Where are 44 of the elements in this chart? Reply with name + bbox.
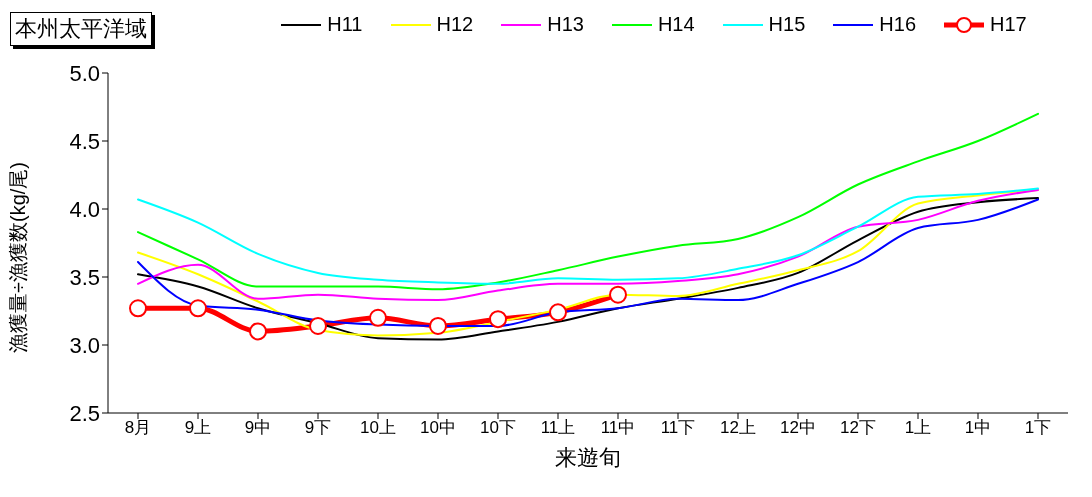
y-tick-label: 3.5 xyxy=(69,264,100,290)
x-tick-label: 12下 xyxy=(840,418,876,438)
point xyxy=(129,299,147,318)
x-tick-label: 1中 xyxy=(964,418,992,438)
x-tick-label: 11下 xyxy=(660,418,696,438)
legend-label: H13 xyxy=(546,13,584,36)
point xyxy=(429,316,447,335)
x-tick-label: 12上 xyxy=(720,418,756,438)
x-tick-label: 9中 xyxy=(244,418,272,438)
x-tick-label: 1下 xyxy=(1024,418,1052,438)
legend-label: H17 xyxy=(989,13,1027,36)
y-tick-label: 5.0 xyxy=(69,60,100,86)
y-tick-label: 2.5 xyxy=(69,400,100,426)
line-series xyxy=(137,188,1039,302)
line-series xyxy=(137,187,1039,285)
x-axis-title: 来遊旬 xyxy=(555,445,621,470)
y-axis-title: 漁獲量÷漁獲数(kg/尾) xyxy=(7,162,30,353)
x-tick-label: 11上 xyxy=(540,418,576,438)
y-tick-label: 4.5 xyxy=(69,128,100,154)
point xyxy=(609,285,627,304)
y-tick-label: 4.0 xyxy=(69,196,100,222)
y-tick-label: 3.0 xyxy=(69,332,100,358)
chart-title: 本州太平洋域 xyxy=(10,12,152,46)
x-tick-label: 8月 xyxy=(124,418,152,438)
point xyxy=(309,316,327,335)
point xyxy=(489,310,507,329)
x-tick-label: 10上 xyxy=(360,418,396,438)
x-tick-label: 1上 xyxy=(904,418,932,438)
legend-label: H15 xyxy=(767,13,806,36)
x-tick-label: 10中 xyxy=(420,418,456,438)
point xyxy=(249,322,267,341)
x-tick-label: 9下 xyxy=(304,418,332,438)
point xyxy=(189,299,207,318)
point xyxy=(369,308,387,327)
x-tick-label: 9上 xyxy=(184,418,212,438)
point xyxy=(549,303,567,322)
legend-label: H12 xyxy=(435,13,474,36)
x-tick-label: 12中 xyxy=(780,418,816,438)
legend-label: H16 xyxy=(878,13,917,36)
x-tick-label: 11中 xyxy=(600,418,636,438)
x-tick-label: 10下 xyxy=(480,418,516,438)
legend-label: H14 xyxy=(656,13,695,36)
line-series xyxy=(137,112,1039,291)
legend-label: H11 xyxy=(326,13,363,36)
